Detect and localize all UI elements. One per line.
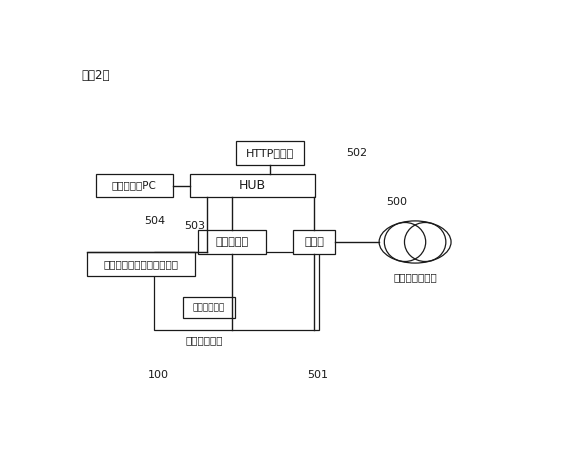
Bar (96, 174, 173, 197)
Bar (87, 252, 195, 276)
Bar (154, 252, 319, 330)
Text: 504: 504 (144, 216, 166, 226)
Bar (293, 230, 335, 254)
Text: HUB: HUB (239, 179, 267, 192)
Text: ルータ: ルータ (305, 237, 324, 247)
Bar (198, 230, 266, 254)
Text: 専用ケーブル: 専用ケーブル (193, 303, 225, 312)
Text: 502: 502 (346, 148, 367, 158)
Ellipse shape (379, 221, 451, 263)
Text: ネットワーク機器監視装置: ネットワーク機器監視装置 (104, 259, 178, 269)
Text: 503: 503 (184, 220, 205, 231)
Text: 100: 100 (148, 370, 169, 379)
Text: HTTPサーバ: HTTPサーバ (246, 148, 294, 158)
Bar (183, 297, 235, 318)
Text: 専用ケーブル: 専用ケーブル (186, 335, 224, 345)
Text: インターネット: インターネット (393, 272, 437, 282)
Text: 決済サーバ: 決済サーバ (216, 237, 248, 247)
Text: 【図2】: 【図2】 (82, 69, 110, 82)
Text: 501: 501 (308, 370, 329, 379)
Text: モニター用PC: モニター用PC (112, 181, 157, 191)
Bar (237, 141, 305, 165)
Text: 500: 500 (387, 197, 408, 207)
Bar (190, 174, 315, 197)
